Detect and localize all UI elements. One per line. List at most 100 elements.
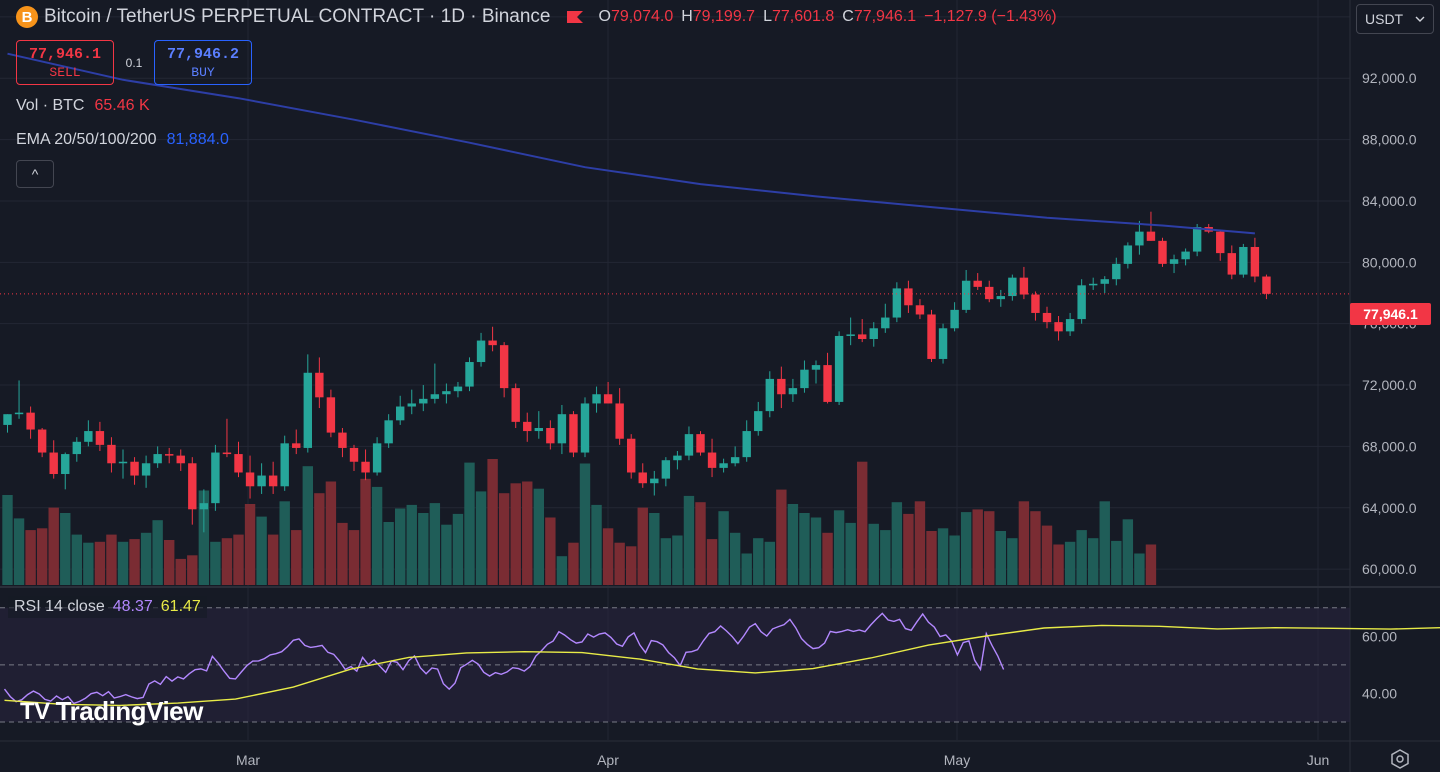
candle-body <box>1216 231 1225 254</box>
candle-body <box>257 475 266 487</box>
volume-bar <box>706 539 718 585</box>
volume-bar <box>880 530 891 585</box>
volume-bar <box>1018 501 1030 585</box>
ema-value: 81,884.0 <box>166 131 229 148</box>
volume-bar <box>799 513 810 585</box>
ema-label: EMA 20/50/100/200 <box>16 131 157 148</box>
volume-bar <box>926 531 937 585</box>
collapse-legend-button[interactable]: ^ <box>16 160 54 188</box>
volume-bar <box>1145 544 1157 585</box>
candle-body <box>49 452 58 475</box>
symbol-title[interactable]: Bitcoin / TetherUS PERPETUAL CONTRACT · … <box>44 6 551 27</box>
candle-body <box>765 378 774 412</box>
candle-body <box>453 386 463 392</box>
volume-bar <box>1111 540 1122 585</box>
candle-body <box>234 454 243 473</box>
volume-bar <box>660 538 672 585</box>
volume-bar <box>776 489 787 585</box>
candle-body <box>1065 319 1075 332</box>
candle-body <box>1158 240 1167 264</box>
candle-body <box>927 314 936 359</box>
flag-icon[interactable] <box>566 9 584 25</box>
volume-bar <box>753 538 764 585</box>
buy-button[interactable]: 77,946.2 BUY <box>154 40 252 85</box>
volume-bar <box>1122 519 1134 585</box>
candle-body <box>985 286 994 300</box>
candle-body <box>84 431 93 442</box>
volume-bar <box>406 504 417 585</box>
candle-body <box>280 443 289 487</box>
settings-icon[interactable] <box>1390 749 1410 769</box>
candle-body <box>869 328 878 340</box>
candle-body <box>638 472 647 484</box>
candle-body <box>165 454 174 456</box>
volume-bar <box>152 520 163 585</box>
volume-bar <box>614 542 625 585</box>
bitcoin-icon[interactable]: B <box>16 6 38 28</box>
candle-body <box>777 378 786 395</box>
volume-bar <box>256 516 267 585</box>
candle-body <box>26 412 35 430</box>
candle-body <box>465 362 474 387</box>
volume-bar <box>510 483 521 585</box>
volume-bar <box>418 513 429 585</box>
price-tick-label: 68,000.0 <box>1362 438 1417 454</box>
candle-body <box>754 411 763 432</box>
candle-body <box>361 461 370 473</box>
ema-200-line <box>7 52 1255 235</box>
candle-body <box>811 365 821 370</box>
candle-body <box>315 372 324 398</box>
candle-body <box>1008 277 1017 297</box>
volume-bar <box>683 495 695 585</box>
time-tick-label: Jun <box>1307 752 1330 768</box>
volume-bar <box>1041 525 1053 585</box>
price-tick-label: 72,000.0 <box>1362 377 1417 393</box>
candle-body <box>627 438 636 473</box>
volume-bar <box>984 511 995 585</box>
candle-body <box>1227 253 1236 275</box>
candle-body <box>95 431 105 445</box>
candle-body <box>684 434 694 456</box>
price-tick-label: 92,000.0 <box>1362 70 1417 86</box>
volume-value: 65.46 K <box>94 97 150 114</box>
tradingview-branding[interactable]: TV TradingView <box>20 696 203 727</box>
volume-bar <box>1064 541 1076 585</box>
price-tick-label: 84,000.0 <box>1362 193 1417 209</box>
candle-body <box>61 454 70 475</box>
volume-bar <box>1099 501 1110 585</box>
quantity-value[interactable]: 0.1 <box>125 55 143 70</box>
candle-body <box>696 434 705 453</box>
rsi-legend[interactable]: RSI 14 close 48.37 61.47 <box>8 596 207 618</box>
volume-bar <box>1076 530 1087 585</box>
candle-body <box>419 398 428 404</box>
candle-body <box>107 444 116 464</box>
candle-body <box>788 388 798 395</box>
volume-bar <box>60 513 71 585</box>
volume-bar <box>649 513 660 585</box>
last-price-tag: 77,946.1 <box>1350 303 1431 325</box>
ema-legend[interactable]: EMA 20/50/100/200 81,884.0 <box>16 131 229 149</box>
candle-body <box>349 447 359 462</box>
volume-legend[interactable]: Vol · BTC 65.46 K <box>16 97 150 115</box>
volume-bar <box>175 558 186 585</box>
rsi-tick-label: 40.00 <box>1362 685 1397 701</box>
volume-bar <box>129 539 140 585</box>
volume-bar <box>302 466 313 585</box>
volume-label: Vol · BTC <box>16 97 85 114</box>
sell-button[interactable]: 77,946.1 SELL <box>16 40 114 85</box>
volume-bar <box>995 531 1006 585</box>
candle-body <box>996 296 1005 300</box>
volume-bar <box>314 493 325 585</box>
volume-bar <box>106 534 117 585</box>
candle-body <box>326 397 336 433</box>
volume-bar <box>533 488 544 585</box>
candle-body <box>130 461 139 476</box>
candle-body <box>176 455 185 464</box>
candle-body <box>523 421 532 432</box>
volume-bar <box>857 461 868 585</box>
volume-bar <box>452 513 464 585</box>
volume-bar <box>903 513 914 585</box>
candle-body <box>1181 251 1190 260</box>
currency-select[interactable]: USDT <box>1356 4 1434 34</box>
